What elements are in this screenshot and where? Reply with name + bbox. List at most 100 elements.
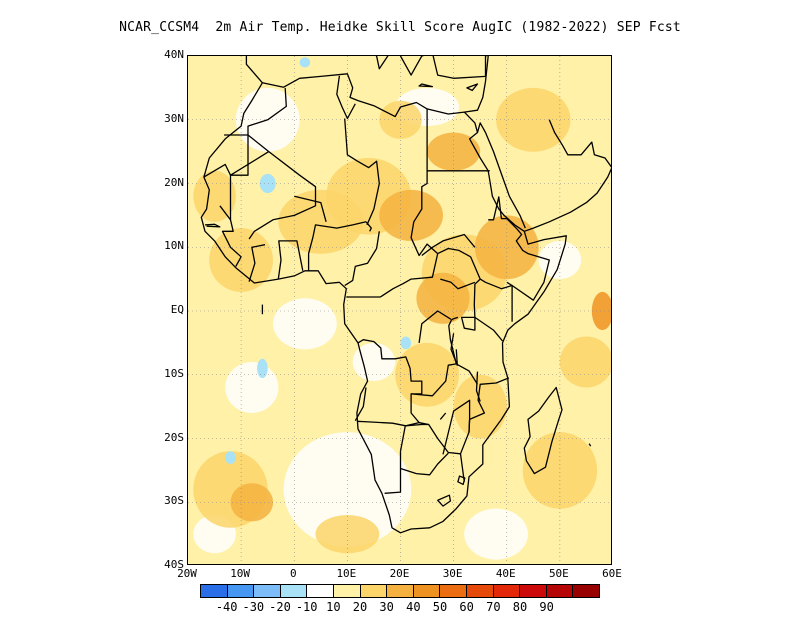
colorbar-tick-label: -40	[215, 600, 238, 614]
shading-patch-0	[283, 432, 412, 547]
border-car-congo-n	[346, 253, 439, 298]
lon-tick-label: 20E	[389, 567, 410, 580]
lake-victoria	[460, 316, 476, 331]
border-mali-w	[229, 151, 270, 220]
lon-tick-label: 60E	[602, 567, 622, 580]
lon-tick-label: 50E	[548, 567, 569, 580]
lon-tick-label: 0	[289, 567, 297, 580]
colorbar-tick-label: 60	[459, 600, 474, 614]
shading-patch-22	[427, 132, 481, 171]
colorbar-swatch	[493, 585, 521, 597]
map-canvas	[188, 56, 611, 564]
shading-patch-21	[315, 515, 380, 554]
colorbar-swatch	[546, 585, 574, 597]
colorbar-swatch	[387, 585, 414, 597]
border-algeria-tunisia-libya	[336, 75, 356, 120]
border-ghana-togo	[277, 240, 304, 280]
border-angola-inner	[354, 387, 367, 422]
border-algeria-mali	[247, 134, 317, 240]
border-drc-angola	[357, 339, 428, 426]
shading-patch-6	[464, 508, 528, 560]
colorbar-tick-label: 30	[379, 600, 394, 614]
lat-tick-label: 30N	[164, 111, 184, 125]
madagascar-coastline	[523, 386, 563, 475]
chart-title: NCAR_CCSM4 2m Air Temp. Heidke Skill Sco…	[119, 20, 681, 35]
lat-tick-label: 40S	[164, 558, 184, 571]
colorbar-swatch	[280, 585, 308, 597]
lon-tick-label: 30E	[442, 567, 463, 580]
colorbar	[200, 584, 600, 598]
colorbar-swatch	[227, 585, 255, 597]
border-zim-zambia	[442, 399, 471, 455]
shading-patch-25	[395, 342, 459, 407]
colorbar-tick-label: 20	[352, 600, 368, 614]
lat-tick-label: EQ	[170, 303, 184, 316]
border-namibia-botswana	[384, 451, 402, 494]
negative-patch-2	[259, 173, 276, 194]
shading-patch-20	[591, 291, 611, 331]
border-kenya-uganda-tz	[473, 278, 504, 342]
shading-patch-23	[193, 170, 236, 222]
border-ivory-coast	[248, 244, 266, 282]
lat-tick-label: 10S	[164, 366, 184, 380]
negative-patch-4	[299, 57, 311, 68]
reunion-mark	[588, 443, 592, 447]
colorbar-swatch	[413, 585, 441, 597]
shading-patch-18	[522, 432, 598, 509]
lat-tick-label: 10N	[164, 239, 184, 253]
red-sea-east-coast	[476, 122, 526, 229]
colorbar-tick-label: -10	[295, 600, 318, 614]
colorbar-swatch	[466, 585, 494, 597]
colorbar-tick-label: 80	[512, 600, 528, 614]
border-lesotho	[437, 494, 452, 507]
border-egypt-sudan-west	[410, 108, 471, 258]
map-panel	[187, 55, 612, 565]
border-nigeria-niger-benin	[307, 221, 367, 271]
shading-patch-9	[278, 189, 364, 254]
colorbar-swatch	[573, 585, 599, 597]
colorbar-swatch	[254, 585, 281, 597]
border-kenya-somalia	[506, 281, 513, 322]
lat-tick-label: 20N	[164, 175, 184, 189]
border-libya-niger-chad	[344, 118, 380, 226]
africa-coastline-and-borders	[200, 56, 611, 534]
border-ethiopia-horn	[470, 196, 550, 301]
lat-tick-label: 40N	[164, 48, 184, 61]
colorbar-swatch	[440, 585, 467, 597]
colorbar-swatch	[307, 585, 334, 597]
negative-patch-3	[225, 451, 236, 464]
lon-tick-label: 10W	[230, 567, 251, 580]
shading-patch-10	[379, 189, 443, 241]
colorbar-tick-label: -20	[269, 600, 291, 614]
shading-patch-2	[273, 298, 337, 350]
border-botswana-sa	[400, 452, 449, 476]
shading-patch-19	[559, 336, 611, 388]
cyprus-coast	[466, 83, 479, 92]
border-morocco-algeria	[224, 87, 287, 136]
colorbar-swatch	[201, 585, 228, 597]
lon-tick-label: 40E	[495, 567, 516, 580]
colorbar-swatch	[360, 585, 388, 597]
shading-patch-1	[225, 362, 279, 413]
lat-tick-label: 30S	[164, 494, 184, 508]
border-gambia	[204, 223, 221, 228]
border-south-sudan-s	[440, 278, 476, 290]
border-zambia-drc	[411, 363, 457, 397]
aegean-anatolia-coast	[399, 56, 488, 79]
border-eswatini	[457, 475, 466, 486]
arabia-south-coast	[524, 168, 611, 232]
border-guinea-senegal	[219, 205, 242, 267]
lake-kariba	[439, 412, 447, 420]
lon-tick-label: 20W	[177, 567, 197, 580]
colorbar-tick-label: 50	[432, 600, 448, 614]
lon-tick-label: 10E	[336, 567, 357, 580]
colorbar-swatch	[333, 585, 361, 597]
shading-patch-13	[474, 215, 539, 280]
shading-patch-26	[352, 342, 396, 382]
shading-patch-15	[496, 87, 571, 152]
colorbar-swatch	[520, 585, 547, 597]
colorbar-tick-label: 90	[539, 600, 554, 614]
border-drc-inner	[418, 310, 452, 343]
shading-patch-24	[453, 374, 507, 439]
levant-coast	[464, 56, 489, 113]
